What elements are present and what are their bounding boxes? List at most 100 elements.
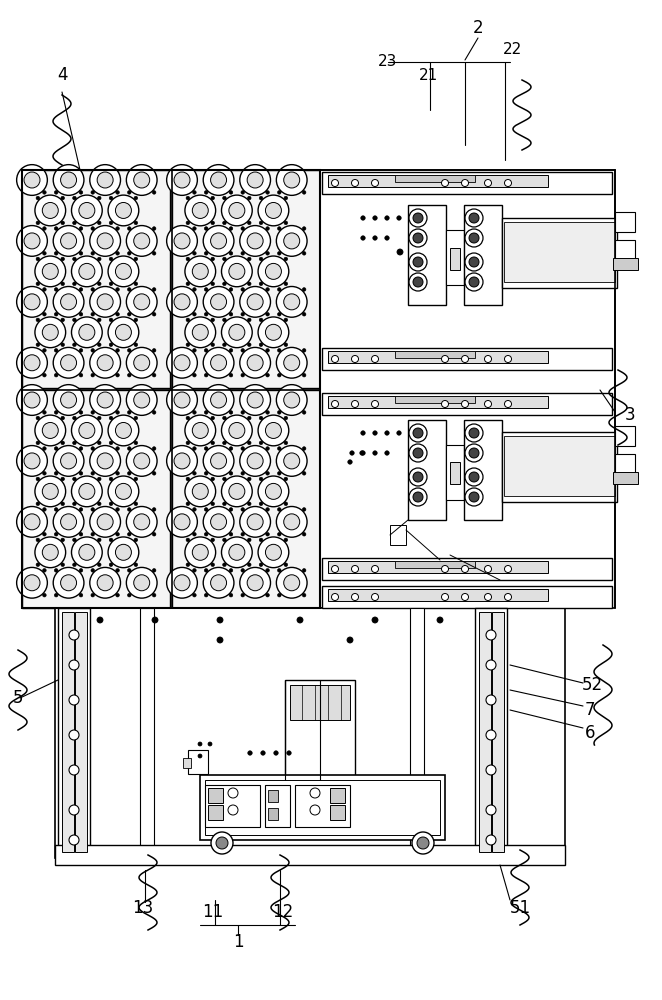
Circle shape — [54, 373, 58, 377]
Circle shape — [79, 472, 83, 475]
Circle shape — [61, 282, 64, 286]
Circle shape — [71, 195, 102, 226]
Circle shape — [277, 373, 281, 377]
Circle shape — [61, 294, 77, 310]
Circle shape — [108, 317, 139, 348]
Circle shape — [36, 563, 40, 567]
Circle shape — [152, 532, 156, 536]
Circle shape — [42, 312, 46, 316]
Bar — [75, 612, 87, 852]
Circle shape — [412, 832, 434, 854]
Circle shape — [229, 569, 233, 572]
Circle shape — [260, 221, 263, 225]
Circle shape — [205, 472, 208, 475]
Circle shape — [61, 477, 64, 481]
Circle shape — [265, 312, 269, 316]
Bar — [502, 218, 617, 288]
Circle shape — [284, 416, 288, 420]
Circle shape — [174, 514, 190, 530]
Circle shape — [193, 252, 196, 255]
Bar — [183, 758, 191, 768]
Circle shape — [352, 180, 359, 186]
Circle shape — [97, 343, 101, 347]
Circle shape — [128, 593, 131, 597]
Circle shape — [409, 444, 427, 462]
Circle shape — [54, 227, 58, 230]
Circle shape — [61, 453, 77, 469]
Circle shape — [24, 575, 40, 591]
Circle shape — [203, 286, 234, 317]
Circle shape — [241, 447, 244, 450]
Circle shape — [61, 318, 64, 322]
Circle shape — [134, 453, 150, 469]
Circle shape — [303, 349, 306, 352]
Circle shape — [203, 446, 234, 476]
Circle shape — [486, 805, 496, 815]
Bar — [205, 780, 440, 835]
Circle shape — [109, 416, 113, 420]
Circle shape — [134, 282, 138, 286]
Circle shape — [203, 506, 234, 537]
Circle shape — [79, 202, 95, 218]
Circle shape — [134, 514, 150, 530]
Circle shape — [90, 506, 120, 537]
Circle shape — [61, 514, 77, 530]
Circle shape — [211, 453, 226, 469]
Circle shape — [248, 477, 251, 481]
Circle shape — [97, 392, 113, 408]
Circle shape — [192, 263, 209, 279]
Circle shape — [373, 236, 377, 240]
Circle shape — [277, 569, 281, 572]
Circle shape — [265, 483, 281, 499]
Circle shape — [79, 349, 83, 352]
Circle shape — [469, 233, 479, 243]
Circle shape — [247, 294, 263, 310]
Circle shape — [217, 617, 223, 623]
Circle shape — [265, 191, 269, 194]
Circle shape — [17, 506, 48, 537]
Circle shape — [228, 788, 238, 798]
Circle shape — [17, 347, 48, 378]
Circle shape — [385, 451, 389, 455]
Circle shape — [240, 446, 271, 476]
Circle shape — [240, 506, 271, 537]
Circle shape — [361, 216, 365, 220]
Circle shape — [248, 751, 252, 755]
Circle shape — [276, 226, 307, 256]
Circle shape — [222, 477, 226, 481]
Circle shape — [222, 537, 252, 568]
Circle shape — [90, 385, 120, 415]
Bar — [410, 608, 424, 856]
Circle shape — [79, 544, 95, 560]
Circle shape — [265, 569, 269, 572]
Bar — [188, 750, 208, 774]
Circle shape — [211, 257, 214, 261]
Bar — [395, 561, 475, 568]
Bar — [22, 390, 170, 608]
Circle shape — [373, 431, 377, 435]
Circle shape — [277, 252, 281, 255]
Circle shape — [211, 221, 214, 225]
Circle shape — [128, 569, 131, 572]
Circle shape — [211, 294, 226, 310]
Circle shape — [97, 257, 101, 261]
Circle shape — [229, 288, 233, 291]
Circle shape — [134, 221, 138, 225]
Circle shape — [134, 196, 138, 200]
Circle shape — [465, 229, 483, 247]
Circle shape — [248, 538, 251, 542]
Circle shape — [229, 202, 245, 218]
Circle shape — [91, 411, 95, 414]
Bar — [62, 612, 74, 852]
Circle shape — [116, 472, 119, 475]
Circle shape — [91, 447, 95, 450]
Circle shape — [211, 355, 226, 371]
Bar — [58, 608, 90, 856]
Circle shape — [469, 492, 479, 502]
Circle shape — [109, 318, 113, 322]
Circle shape — [284, 282, 288, 286]
Bar — [390, 525, 406, 545]
Circle shape — [465, 253, 483, 271]
Circle shape — [193, 472, 196, 475]
Circle shape — [203, 347, 234, 378]
